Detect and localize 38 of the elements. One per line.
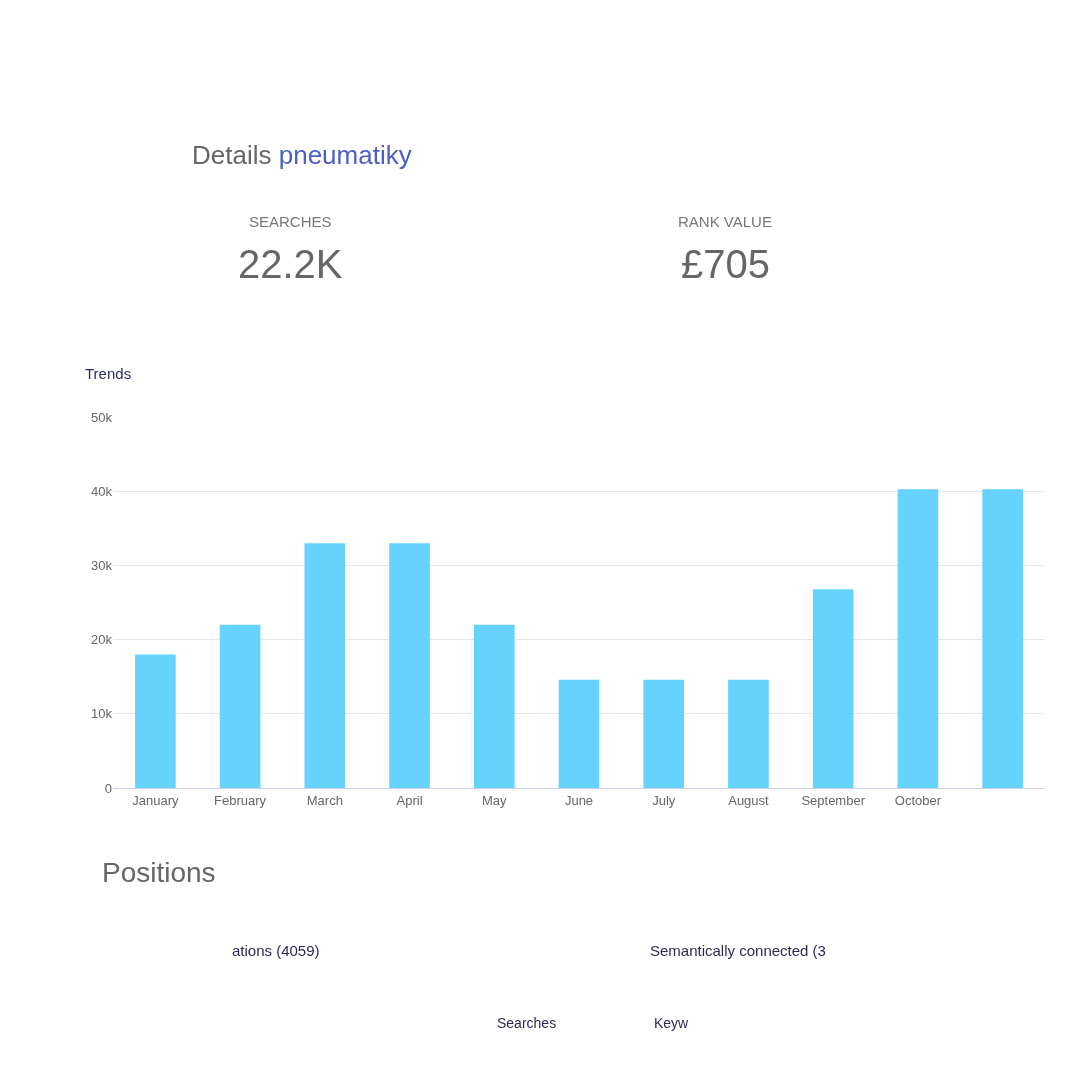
chart-title: Trends: [85, 365, 132, 382]
text: £705: [681, 242, 770, 286]
text: Positions: [102, 857, 216, 888]
bar: [389, 543, 430, 788]
bar: [812, 589, 854, 788]
x-tick-label: July: [652, 792, 676, 808]
y-tick-label: 10k: [91, 706, 113, 722]
bar: [982, 489, 1023, 788]
x-tick-label: August: [728, 792, 770, 808]
text: ations (4059): [232, 942, 320, 959]
x-tick-label: October: [894, 792, 942, 808]
bar: [728, 679, 769, 788]
y-tick-label: 0: [104, 780, 112, 796]
x-tick-label: September: [801, 792, 866, 808]
text: RANK VALUE: [678, 213, 772, 230]
y-tick-label: 50k: [91, 409, 113, 425]
text: Details pneumatiky: [192, 140, 412, 170]
x-tick-label: January: [132, 792, 179, 808]
x-tick-label: May: [481, 792, 508, 808]
text: SEARCHES: [249, 213, 332, 230]
bar: [219, 624, 261, 788]
text: 22.2K: [238, 242, 343, 286]
x-tick-label: March: [306, 792, 343, 808]
bar: [897, 489, 939, 788]
bar: [135, 654, 176, 788]
y-tick-label: 30k: [91, 558, 113, 574]
x-tick-label: February: [214, 792, 267, 808]
bar: [558, 679, 600, 788]
x-tick-label: June: [564, 792, 594, 808]
text: Semantically connected (3: [650, 942, 826, 959]
text: Searches: [497, 1015, 557, 1031]
bar: [473, 624, 515, 788]
y-tick-label: 20k: [91, 632, 113, 648]
y-tick-label: 40k: [91, 483, 113, 499]
text: Keyw: [654, 1015, 690, 1031]
x-tick-label: April: [396, 792, 423, 808]
bar: [304, 543, 346, 788]
bar: [643, 679, 685, 788]
